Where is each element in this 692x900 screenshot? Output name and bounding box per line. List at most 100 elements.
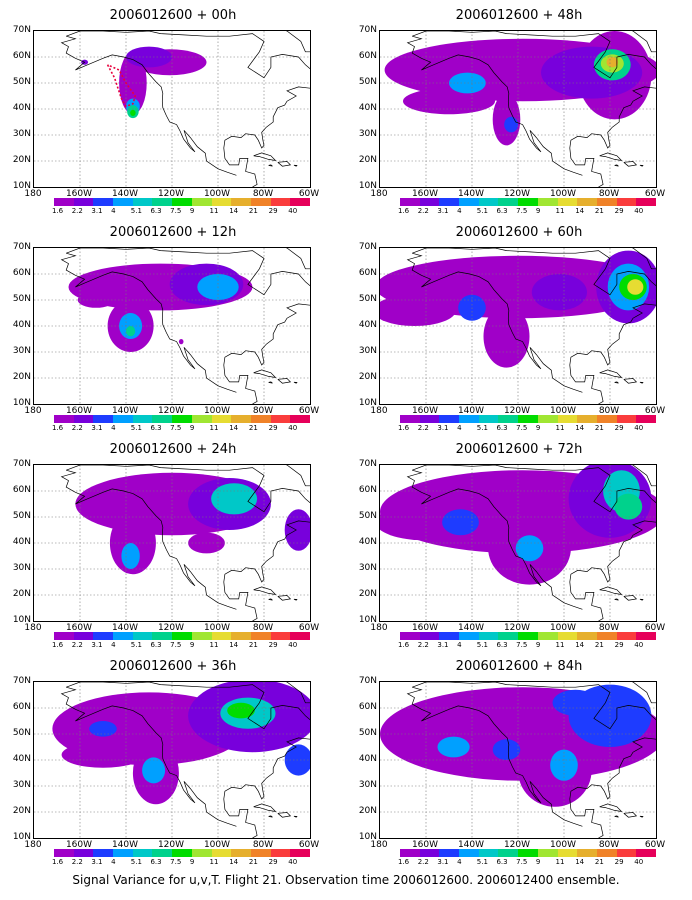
variance-contour	[380, 294, 456, 326]
colorbar-label: 5.1	[476, 858, 488, 866]
panel-title: 2006012600 + 00h	[109, 8, 237, 23]
longitude-label: 160W	[65, 189, 93, 199]
coastline	[268, 381, 273, 384]
colorbar-label: 3.1	[437, 424, 449, 432]
colorbar-swatch	[557, 198, 578, 206]
colorbar-swatch	[152, 849, 173, 857]
colorbar-swatch	[73, 849, 94, 857]
colorbar-swatch	[191, 415, 212, 423]
longitude-label: 140W	[457, 840, 485, 850]
colorbar-swatch	[211, 415, 232, 423]
map-plot	[34, 682, 310, 838]
colorbar-swatch	[577, 849, 597, 857]
colorbar-label: 40	[634, 424, 644, 432]
forecast-panel: 2006012600 + 36h 70N 60N 50N 40N 30N 20N 10N 180…	[0, 651, 346, 866]
colorbar-label: 5.1	[130, 424, 142, 432]
colorbar-swatch	[211, 632, 232, 640]
colorbar	[400, 415, 656, 423]
colorbar-label: 5.1	[476, 424, 488, 432]
longitude-label: 80W	[598, 840, 620, 850]
colorbar-swatch	[231, 632, 251, 640]
colorbar-label: 14	[229, 424, 239, 432]
longitude-label: 80W	[598, 189, 620, 199]
colorbar-swatch	[636, 849, 656, 857]
latitude-label: 50N	[358, 77, 377, 87]
colorbar-label: 40	[634, 858, 644, 866]
colorbar-swatch	[518, 198, 538, 206]
colorbar-swatch	[616, 415, 637, 423]
longitude-label: 100W	[203, 840, 231, 850]
colorbar-label: 40	[288, 207, 298, 215]
latitude-label: 40N	[12, 754, 31, 764]
coastline	[277, 812, 292, 818]
longitude-label: 120W	[157, 623, 185, 633]
coastline	[253, 586, 277, 596]
colorbar-label: 11	[555, 424, 565, 432]
latitude-label: 60N	[12, 485, 31, 495]
colorbar-swatch	[577, 632, 597, 640]
latitude-label: 20N	[358, 806, 377, 816]
latitude-label: 10N	[358, 398, 377, 408]
coastline	[60, 35, 237, 176]
colorbar	[400, 849, 656, 857]
coastline	[599, 369, 623, 379]
latitude-label: 60N	[12, 268, 31, 278]
colorbar-swatch	[113, 198, 133, 206]
colorbar-swatch	[596, 849, 617, 857]
colorbar-swatch	[113, 415, 133, 423]
latitude-label: 70N	[358, 25, 377, 35]
colorbar-label: 2.2	[417, 424, 429, 432]
coastline	[406, 469, 583, 610]
colorbar-label: 3.1	[91, 424, 103, 432]
variance-contour	[130, 109, 136, 117]
colorbar-swatch	[93, 198, 114, 206]
latitude-label: 40N	[12, 320, 31, 330]
colorbar-label: 29	[268, 641, 278, 649]
colorbar-label: 4	[457, 641, 462, 649]
colorbar-swatch	[54, 632, 74, 640]
panel-title: 2006012600 + 24h	[109, 442, 237, 457]
coastline	[285, 31, 310, 53]
latitude-label: 10N	[12, 615, 31, 625]
colorbar-label: 1.6	[398, 424, 410, 432]
latitude-label: 10N	[358, 832, 377, 842]
map-plot	[380, 248, 656, 404]
coastline	[623, 812, 638, 818]
coastline	[412, 31, 656, 187]
coastline	[268, 164, 273, 167]
colorbar-swatch	[250, 198, 271, 206]
colorbar-swatch	[270, 198, 291, 206]
colorbar-label: 11	[209, 858, 219, 866]
forecast-panel: 2006012600 + 12h 70N 60N 50N 40N 30N 20N 10N 180…	[0, 217, 346, 432]
colorbar-label: 29	[614, 424, 624, 432]
coastline	[639, 164, 644, 167]
variance-map	[379, 464, 657, 622]
coastline	[66, 31, 310, 187]
coastline	[639, 598, 644, 601]
map-plot	[380, 31, 656, 187]
longitude-label: 100W	[549, 840, 577, 850]
colorbar-swatch	[73, 198, 94, 206]
colorbar-label: 5.1	[476, 207, 488, 215]
latitude-label: 50N	[358, 294, 377, 304]
colorbar-label: 9	[189, 641, 195, 649]
colorbar-label: 1.6	[52, 858, 64, 866]
longitude-label: 120W	[503, 406, 531, 416]
latitude-label: 60N	[12, 51, 31, 61]
colorbar-swatch	[231, 415, 251, 423]
coastline	[406, 686, 583, 827]
coastline	[293, 381, 298, 384]
latitude-label: 20N	[12, 806, 31, 816]
colorbar-swatch	[54, 415, 74, 423]
longitude-label: 80W	[252, 406, 274, 416]
colorbar-swatch	[250, 415, 271, 423]
colorbar-swatch	[400, 849, 420, 857]
latitude-label: 60N	[358, 702, 377, 712]
colorbar-label: 5.1	[476, 641, 488, 649]
longitude-label: 140W	[457, 406, 485, 416]
variance-contour	[483, 305, 530, 368]
colorbar-swatch	[172, 849, 192, 857]
latitude-label: 10N	[358, 615, 377, 625]
latitude-label: 70N	[12, 242, 31, 252]
colorbar-label: 14	[229, 641, 239, 649]
